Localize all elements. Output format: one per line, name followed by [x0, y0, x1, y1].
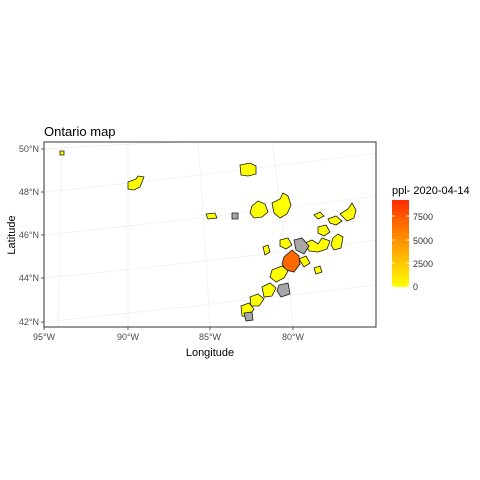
region-south-f[interactable]: [269, 265, 289, 283]
x-tick-label: 80°W: [282, 332, 305, 342]
legend-tick-label: 2500: [413, 259, 433, 269]
y-tick-label: 46°N: [19, 230, 39, 240]
region-east-d[interactable]: [330, 233, 344, 251]
legend-title: ppl- 2020-04-14: [392, 185, 470, 197]
region-east-a[interactable]: [313, 211, 325, 220]
region-east-f[interactable]: [304, 237, 331, 253]
x-axis-title: Longitude: [186, 347, 234, 359]
plot-title: Ontario map: [44, 124, 116, 139]
x-tick-label: 85°W: [199, 332, 222, 342]
region-central-a[interactable]: [205, 212, 218, 220]
legend-tick-label: 0: [413, 282, 418, 292]
region-northwest-small[interactable]: [59, 150, 65, 156]
x-tick-label: 95°W: [33, 332, 56, 342]
region-south-b[interactable]: [262, 244, 271, 256]
y-tick-label: 50°N: [19, 144, 39, 154]
legend: ppl- 2020-04-14 0 2500 5000 7500: [392, 185, 470, 292]
y-axis-title: Latitude: [6, 215, 18, 254]
region-northwest-a[interactable]: [127, 175, 145, 191]
region-east-b[interactable]: [327, 215, 343, 226]
y-tick-label: 42°N: [19, 317, 39, 327]
region-east-c[interactable]: [339, 202, 357, 222]
y-axis: 42°N 44°N 46°N 48°N 50°N: [19, 144, 44, 327]
legend-tick-label: 5000: [413, 236, 433, 246]
region-south-e[interactable]: [313, 265, 323, 275]
legend-colorbar: [392, 200, 409, 287]
x-axis: 95°W 90°W 85°W 80°W: [33, 327, 305, 342]
region-north-central[interactable]: [239, 162, 257, 177]
region-central-c[interactable]: [271, 192, 292, 219]
legend-tick-label: 7500: [413, 212, 433, 222]
region-south-c[interactable]: [279, 237, 293, 250]
region-central-b[interactable]: [249, 200, 269, 219]
y-tick-label: 48°N: [19, 187, 39, 197]
region-central-nodata[interactable]: [231, 212, 239, 220]
y-tick-label: 44°N: [19, 273, 39, 283]
region-south-g[interactable]: [261, 282, 277, 298]
region-south-nodata-b[interactable]: [276, 282, 291, 298]
legend-ticks: [392, 215, 409, 287]
region-toronto[interactable]: [281, 249, 301, 273]
region-south-d[interactable]: [298, 255, 311, 268]
x-tick-label: 90°W: [117, 332, 140, 342]
region-south-nodata-a[interactable]: [293, 237, 310, 255]
region-southwest-nodata[interactable]: [243, 311, 254, 322]
region-east-e[interactable]: [317, 224, 331, 237]
region-southwest-a[interactable]: [249, 293, 265, 307]
map-regions: [59, 150, 357, 322]
